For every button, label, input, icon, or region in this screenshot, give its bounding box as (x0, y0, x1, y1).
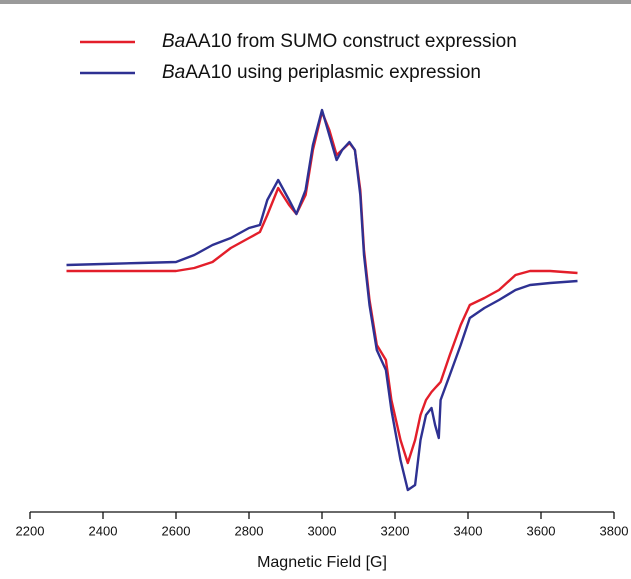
top-rule (0, 0, 631, 4)
x-tick-label: 3600 (527, 523, 556, 538)
x-tick-label: 3400 (454, 523, 483, 538)
legend-label: BaAA10 from SUMO construct expression (162, 31, 517, 52)
legend-label: BaAA10 using periplasmic expression (162, 62, 481, 83)
x-tick-label: 3800 (600, 523, 629, 538)
x-tick-label: 2200 (16, 523, 45, 538)
x-tick-label: 2800 (235, 523, 264, 538)
x-tick-label: 3000 (308, 523, 337, 538)
series-line (66, 108, 578, 492)
x-tick-label: 2400 (89, 523, 118, 538)
x-tick-label: 2600 (162, 523, 191, 538)
x-tick-label: 3200 (381, 523, 410, 538)
series-line (66, 110, 578, 465)
x-axis-label: Magnetic Field [G] (257, 554, 387, 571)
